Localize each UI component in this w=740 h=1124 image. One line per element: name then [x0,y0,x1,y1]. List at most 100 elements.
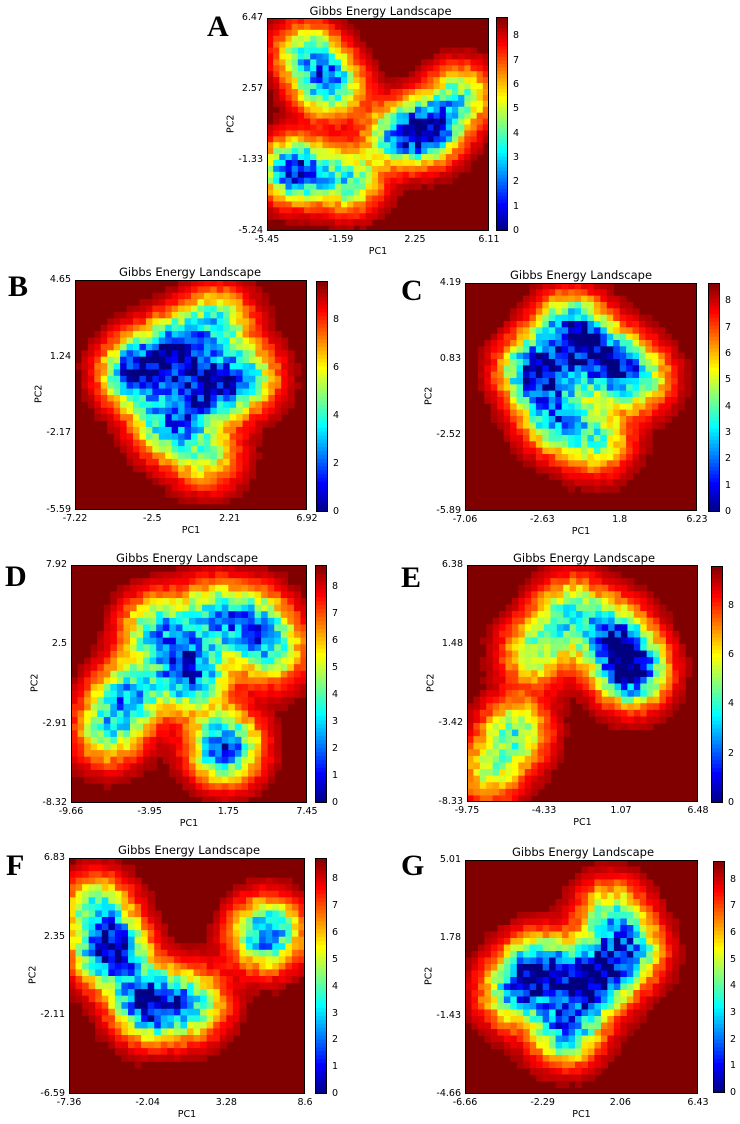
heatmap-cell [182,624,190,632]
heatmap-cell [228,664,236,672]
heatmap-cell [255,439,263,447]
heatmap-cell [531,657,539,665]
heatmap-cell [516,409,524,417]
heatmap-cell [439,160,447,167]
heatmap-cell [126,324,134,332]
heatmap-cell [499,709,507,718]
heatmap-cell [550,676,558,685]
heatmap-cell [639,454,647,461]
colorbar-segment [711,605,723,611]
heatmap-cell [202,578,210,586]
heatmap-cell [97,644,105,652]
heatmap-cell [130,598,138,606]
heatmap-cell [677,384,685,392]
heatmap-cell [672,703,680,711]
heatmap-cell [88,864,96,872]
heatmap-cell [139,382,147,390]
heatmap-cell [550,749,558,757]
heatmap-cell [595,604,603,612]
heatmap-cell [82,897,90,905]
colorbar-segment [711,589,723,595]
heatmap-cell [408,154,416,161]
heatmap-cell [162,736,170,745]
heatmap-cell [359,154,367,161]
heatmap-cell [210,356,218,364]
heatmap-cell [529,435,537,442]
heatmap-cell [189,650,197,659]
heatmap-cell [627,630,635,639]
heatmap-cell [659,716,667,724]
heatmap-cell [371,189,379,197]
heatmap-cell [678,650,686,658]
heatmap-cell [497,378,505,385]
heatmap-cell [645,397,653,404]
heatmap-cell [569,611,577,619]
heatmap-cell [248,743,256,751]
colorbar-segment [316,358,328,363]
heatmap-cell [484,397,492,404]
heatmap-cell [341,219,348,226]
heatmap-cell [158,478,166,486]
heatmap-cell [341,41,348,49]
heatmap-cell [390,148,398,155]
heatmap-cell [149,736,157,745]
heatmap-cell [310,112,317,120]
heatmap-cell [458,118,465,126]
heatmap-cell [365,112,373,120]
heatmap-cell [672,650,680,658]
heatmap-cell [259,877,267,885]
heatmap-cell [458,106,465,114]
heatmap-cell [116,650,125,659]
heatmap-cell [529,359,537,366]
heatmap-cell [145,369,153,377]
heatmap-cell [103,736,111,745]
heatmap-cell [171,382,179,390]
heatmap-cell [659,650,667,658]
heatmap-cell [255,452,263,460]
heatmap-cell [189,631,197,639]
colorbar-segment [708,473,720,479]
heatmap-cell [252,877,260,885]
heatmap-cell [402,124,410,132]
heatmap-cell [619,308,627,316]
heatmap-cell [281,356,289,364]
heatmap-cell [234,697,243,705]
heatmap-cell [658,409,666,417]
heatmap-cell [202,736,210,745]
heatmap-cell [606,295,614,303]
heatmap-cell [143,598,151,606]
heatmap-cell [279,71,287,78]
heatmap-cell [100,388,108,396]
heatmap-cell [97,697,105,705]
heatmap-cell [110,637,118,645]
heatmap-cell [476,106,484,114]
heatmap-cell [254,743,262,751]
heatmap-cell [499,762,507,770]
heatmap-cell [378,77,385,84]
colorbar-segment [315,723,327,729]
heatmap-cell [518,611,526,619]
heatmap-cell [223,331,231,339]
heatmap-cell [581,466,589,474]
heatmap-cell [378,148,385,155]
heatmap-cell [608,578,616,586]
heatmap-cell [261,644,269,652]
heatmap-cell [408,142,416,149]
heatmap-cell [316,18,324,25]
heatmap-cell [158,465,166,473]
heatmap-cell [182,650,190,659]
colorbar-segment [496,27,508,32]
heatmap-cell [544,604,552,612]
heatmap-cell [408,183,416,191]
heatmap-cell [123,611,131,619]
heatmap-cell [544,716,552,724]
heatmap-cell [285,165,293,173]
heatmap-cell [408,130,416,137]
heatmap-cell [197,407,205,415]
heatmap-cell [287,617,295,626]
heatmap-cell [627,690,635,698]
heatmap-cell [544,670,552,678]
heatmap-cell [639,327,647,335]
heatmap-cell [171,395,179,402]
heatmap-cell [476,77,484,84]
